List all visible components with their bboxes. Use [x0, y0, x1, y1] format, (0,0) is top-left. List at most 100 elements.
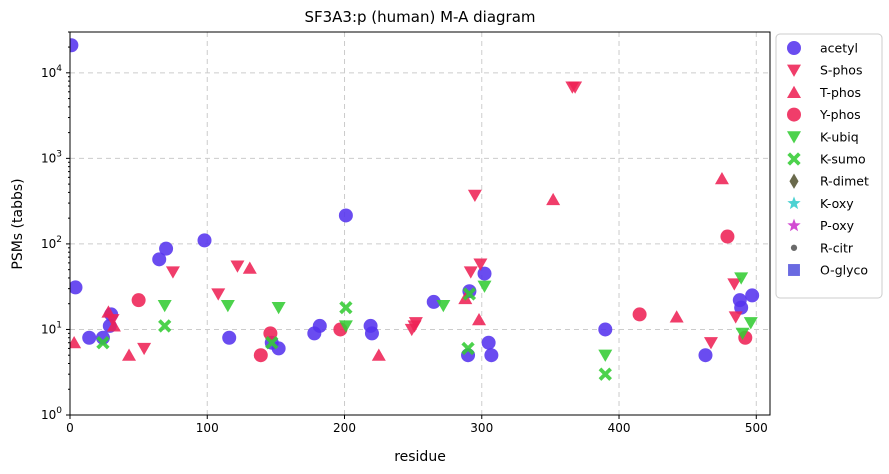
data-point-acetyl — [477, 266, 492, 281]
data-point-k-sumo — [339, 300, 353, 315]
legend-label-k-ubiq: K-ubiq — [820, 129, 859, 144]
data-point-t-phos — [371, 348, 386, 361]
x-tick-label: 400 — [608, 421, 631, 435]
legend-label-k-sumo: K-sumo — [820, 152, 866, 167]
data-point-t-phos — [101, 305, 116, 318]
legend-marker-r-dimet — [789, 173, 799, 189]
data-point-s-phos — [467, 189, 482, 202]
legend-label-s-phos: S-phos — [820, 63, 862, 78]
data-point-acetyl — [82, 330, 97, 345]
legend-label-acetyl: acetyl — [820, 41, 858, 56]
data-point-k-sumo — [461, 341, 475, 356]
legend-marker-r-citr — [790, 244, 798, 251]
data-point-s-phos — [408, 317, 423, 330]
y-axis-ticks: 100 101 102 103 104 — [41, 31, 70, 422]
data-point-acetyl — [152, 252, 167, 267]
data-point-acetyl — [481, 335, 496, 350]
data-markers — [70, 38, 760, 381]
legend-marker-acetyl — [787, 41, 801, 55]
data-point-y-phos — [720, 229, 735, 244]
data-point-k-ubiq — [220, 300, 235, 313]
legend: acetyl S-phos T-phos Y-phos K-ubiq K-sumo R-di… — [775, 33, 883, 299]
data-point-k-sumo — [462, 287, 477, 301]
x-tick-label: 300 — [470, 421, 493, 435]
legend-marker-o-glyco — [788, 264, 800, 276]
data-point-t-phos — [242, 261, 257, 274]
legend-marker-s-phos — [787, 64, 801, 77]
plot-frame — [69, 31, 771, 416]
x-tick-label: 500 — [745, 421, 768, 435]
legend-marker-y-phos — [787, 107, 801, 122]
x-tick-label: 200 — [333, 421, 356, 435]
data-point-t-phos — [669, 310, 684, 323]
legend-marker-k-oxy — [787, 196, 801, 210]
data-point-acetyl — [197, 233, 212, 248]
data-point-t-phos — [106, 319, 121, 332]
data-point-acetyl — [312, 318, 327, 333]
data-point-s-phos — [463, 266, 478, 279]
data-point-s-phos — [568, 81, 583, 94]
data-point-t-phos — [122, 348, 137, 361]
data-point-acetyl — [70, 38, 79, 53]
legend-box — [775, 33, 883, 299]
y-tick-label: 101 — [41, 320, 62, 336]
legend-marker-k-sumo — [787, 152, 801, 166]
x-tick-label: 100 — [196, 421, 219, 435]
data-point-t-phos — [70, 336, 82, 349]
data-point-acetyl — [70, 280, 83, 295]
data-point-acetyl — [426, 294, 441, 309]
y-tick-label: 103 — [41, 149, 62, 165]
data-point-y-phos — [632, 307, 647, 322]
data-point-s-phos — [703, 337, 718, 350]
y-tick-label: 100 — [41, 406, 62, 422]
chart-title: SF3A3:p (human) M-A diagram — [304, 8, 535, 26]
x-axis-ticks: 0 100 200 300 400 500 — [66, 415, 768, 435]
legend-marker-p-oxy — [787, 218, 801, 232]
data-point-s-phos — [165, 266, 180, 279]
data-point-y-phos — [263, 326, 278, 341]
data-point-acetyl — [698, 348, 713, 363]
data-point-k-sumo — [96, 336, 110, 350]
data-point-k-sumo — [158, 319, 172, 333]
data-point-acetyl — [745, 288, 760, 303]
data-point-k-ubiq — [598, 349, 613, 362]
legend-label-r-citr: R-citr — [820, 240, 854, 255]
data-point-t-phos — [472, 313, 487, 326]
data-point-acetyl — [598, 322, 613, 337]
data-point-acetyl — [159, 241, 174, 256]
data-point-s-phos — [137, 342, 152, 356]
data-point-acetyl — [484, 348, 499, 363]
legend-label-r-dimet: R-dimet — [820, 174, 869, 189]
data-point-k-ubiq — [735, 327, 750, 341]
x-axis-title: residue — [394, 449, 446, 465]
data-point-s-phos — [230, 260, 245, 273]
legend-marker-t-phos — [787, 85, 801, 98]
data-point-k-ubiq — [734, 272, 749, 285]
data-point-k-ubiq — [157, 300, 172, 313]
legend-label-p-oxy: P-oxy — [820, 218, 855, 233]
data-point-y-phos — [253, 348, 268, 363]
data-point-k-ubiq — [743, 317, 758, 330]
y-tick-label: 102 — [41, 235, 62, 251]
legend-marker-k-ubiq — [787, 131, 801, 144]
plot-area — [70, 32, 770, 415]
data-point-s-phos — [728, 311, 743, 324]
data-point-s-phos — [727, 278, 742, 291]
data-point-acetyl — [734, 300, 749, 315]
legend-label-k-oxy: K-oxy — [820, 196, 854, 211]
data-point-acetyl — [222, 330, 237, 345]
y-axis-title: PSMs (tabbs) — [10, 178, 26, 269]
data-point-t-phos — [546, 192, 561, 206]
legend-label-y-phos: Y-phos — [819, 107, 861, 122]
x-tick-label: 0 — [66, 421, 74, 435]
data-point-y-phos — [131, 293, 146, 308]
data-point-k-sumo — [598, 367, 612, 381]
data-point-acetyl — [338, 208, 353, 223]
data-point-k-ubiq — [271, 302, 286, 315]
data-point-s-phos — [473, 258, 488, 271]
data-point-k-sumo — [265, 336, 279, 350]
data-point-acetyl — [364, 326, 379, 341]
legend-label-t-phos: T-phos — [819, 85, 861, 100]
data-point-s-phos — [211, 288, 226, 301]
